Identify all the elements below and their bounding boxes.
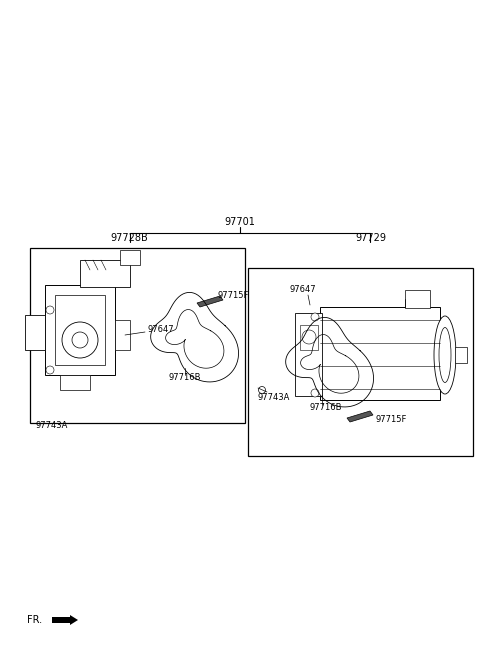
Text: 97647: 97647	[290, 286, 317, 294]
Text: 97715F: 97715F	[218, 290, 250, 300]
Circle shape	[72, 332, 88, 348]
Bar	[60, 375, 90, 390]
Text: 97647: 97647	[148, 325, 175, 334]
Circle shape	[311, 389, 319, 397]
Circle shape	[46, 306, 54, 314]
Text: 97728B: 97728B	[110, 233, 148, 243]
Bar	[405, 290, 430, 308]
Bar	[320, 307, 440, 400]
Bar	[80, 260, 130, 287]
Polygon shape	[347, 411, 373, 422]
Bar	[455, 347, 467, 363]
Bar	[55, 295, 105, 365]
Bar	[248, 268, 473, 456]
Circle shape	[311, 313, 319, 321]
Text: 97716B: 97716B	[169, 373, 201, 382]
Text: 97743A: 97743A	[258, 394, 290, 403]
Circle shape	[46, 366, 54, 374]
Text: 97729: 97729	[355, 233, 386, 243]
Bar	[115, 320, 130, 350]
Polygon shape	[197, 296, 223, 307]
Bar	[120, 250, 140, 265]
Bar	[25, 315, 45, 350]
Bar	[30, 248, 245, 423]
Bar	[295, 313, 322, 396]
Circle shape	[302, 330, 316, 344]
FancyArrow shape	[52, 615, 78, 625]
Circle shape	[62, 322, 98, 358]
Circle shape	[259, 386, 265, 394]
Ellipse shape	[439, 327, 451, 382]
Text: 97701: 97701	[225, 217, 255, 227]
Bar	[45, 285, 115, 375]
Ellipse shape	[434, 316, 456, 394]
Text: 97715F: 97715F	[375, 415, 407, 424]
Text: FR.: FR.	[27, 615, 42, 625]
Text: 97716B: 97716B	[310, 403, 343, 413]
Text: 97743A: 97743A	[35, 420, 67, 430]
Bar	[300, 325, 318, 350]
